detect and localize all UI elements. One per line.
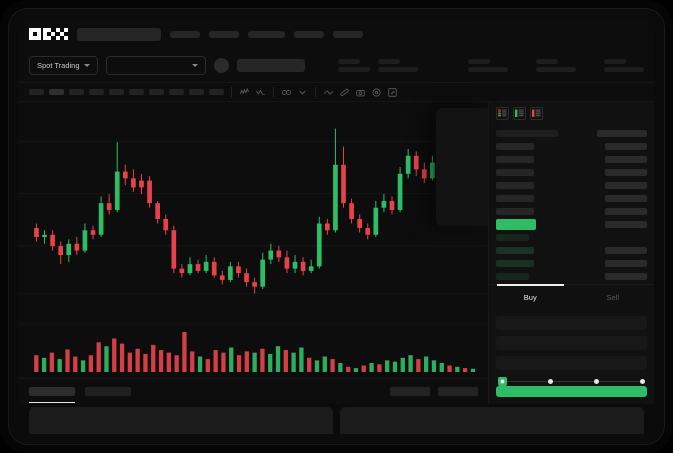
tab-buy[interactable]: Buy <box>489 284 572 310</box>
orderbook-highlight-row[interactable] <box>496 218 647 230</box>
orderbook-ask-row[interactable] <box>496 193 647 203</box>
bottom-tab-2[interactable] <box>85 387 131 396</box>
chart-toolbar <box>19 83 654 102</box>
timeframe-6[interactable] <box>129 89 144 95</box>
order-form <box>489 310 654 376</box>
last-price-value <box>236 59 305 72</box>
orderbook-ask-row[interactable] <box>496 141 647 151</box>
nav-link-2[interactable] <box>209 30 239 38</box>
timeframe-7[interactable] <box>149 89 164 95</box>
timeframe-9[interactable] <box>189 89 204 95</box>
device-bezel: Spot Trading <box>8 8 665 445</box>
main-body: Buy Sell <box>19 102 654 404</box>
orderbook-both-icon[interactable] <box>496 106 509 120</box>
timeframe-4[interactable] <box>89 89 104 95</box>
toolbar-divider <box>231 87 232 97</box>
footer-panel-1[interactable] <box>29 407 333 434</box>
orderbook-bid-row[interactable] <box>496 271 647 281</box>
trend-line-icon[interactable] <box>323 87 334 98</box>
app-screen: Spot Trading <box>19 19 654 434</box>
candlestick-chart-icon[interactable] <box>239 87 250 98</box>
ticker-stat-5 <box>604 59 644 72</box>
orderbook-bids-icon[interactable] <box>513 106 526 120</box>
timeframe-1[interactable] <box>29 89 44 95</box>
bottom-action-1[interactable] <box>390 387 430 396</box>
tab-buy-label: Buy <box>523 293 537 302</box>
ticker-stat-3 <box>468 59 508 72</box>
orderbook-bid-row[interactable] <box>496 258 647 268</box>
ticker-stat-1 <box>338 59 370 72</box>
footer-panel-2[interactable] <box>340 407 644 434</box>
ticker-stat-2 <box>378 59 418 72</box>
timeframe-8[interactable] <box>169 89 184 95</box>
ticker-stat-4 <box>536 59 576 72</box>
chart-column <box>19 102 488 404</box>
slider-step-4[interactable] <box>640 378 645 384</box>
nav-link-3[interactable] <box>248 30 285 38</box>
trading-mode-label: Spot Trading <box>37 61 80 70</box>
chevron-down-icon <box>83 64 90 67</box>
orderbook-ask-row[interactable] <box>496 206 647 216</box>
nav-link-1[interactable] <box>170 30 200 38</box>
buy-sell-tabs: Buy Sell <box>489 284 654 310</box>
orderbook-ask-row[interactable] <box>496 167 647 177</box>
tab-sell[interactable]: Sell <box>572 285 655 310</box>
orderbook-header-row <box>496 128 647 138</box>
bottom-action-2[interactable] <box>438 387 478 396</box>
bottom-tab-bar <box>19 378 488 404</box>
toolbar-divider <box>273 87 274 97</box>
trading-mode-selector[interactable]: Spot Trading <box>29 56 98 75</box>
search-input[interactable] <box>77 27 161 41</box>
nav-link-5[interactable] <box>333 30 363 38</box>
bottom-actions <box>390 387 478 396</box>
footer-panels <box>19 404 654 434</box>
settings-icon[interactable] <box>371 87 382 98</box>
line-chart-icon[interactable] <box>255 87 266 98</box>
timeframe-3[interactable] <box>69 89 84 95</box>
timeframe-5[interactable] <box>109 89 124 95</box>
toolbar-divider <box>315 87 316 97</box>
trading-pair-select[interactable] <box>105 56 206 75</box>
nav-link-4[interactable] <box>294 30 324 38</box>
orderbook-bid-row[interactable] <box>496 245 647 255</box>
timeframe-2[interactable] <box>49 89 64 95</box>
orderbook-panel: Buy Sell <box>488 102 654 404</box>
orderbook-ask-row[interactable] <box>496 154 647 164</box>
ticker-bar: Spot Trading <box>19 49 654 83</box>
chevron-down-icon <box>191 64 198 67</box>
order-field-price[interactable] <box>496 316 647 330</box>
orderbook-bid-row[interactable] <box>496 232 647 242</box>
bottom-tab-1[interactable] <box>29 387 75 403</box>
slider-track <box>502 380 645 382</box>
orderbook-rows[interactable] <box>489 124 654 284</box>
timeframe-10[interactable] <box>209 89 224 95</box>
indicators-icon[interactable] <box>281 87 292 98</box>
fullscreen-icon[interactable] <box>387 87 398 98</box>
slider-step-2[interactable] <box>548 378 553 384</box>
submit-order-button[interactable] <box>496 386 647 397</box>
candlestick-chart[interactable] <box>19 102 488 320</box>
orderbook-view-modes <box>489 102 654 124</box>
order-field-total[interactable] <box>496 356 647 370</box>
orderbook-asks-icon[interactable] <box>530 106 543 120</box>
slider-step-3[interactable] <box>594 378 599 384</box>
chevron-down-icon[interactable] <box>297 87 308 98</box>
okx-logo-icon[interactable] <box>29 28 68 40</box>
tab-sell-label: Sell <box>606 293 619 302</box>
order-field-amount[interactable] <box>496 336 647 350</box>
floating-order-card <box>436 108 488 226</box>
slider-handle[interactable] <box>498 376 507 386</box>
top-navigation-bar <box>19 19 654 49</box>
ruler-icon[interactable] <box>339 87 350 98</box>
amount-percent-slider[interactable] <box>489 376 654 386</box>
camera-icon[interactable] <box>355 87 366 98</box>
orderbook-ask-row[interactable] <box>496 180 647 190</box>
coin-avatar-icon <box>213 58 229 73</box>
volume-histogram <box>19 320 488 378</box>
